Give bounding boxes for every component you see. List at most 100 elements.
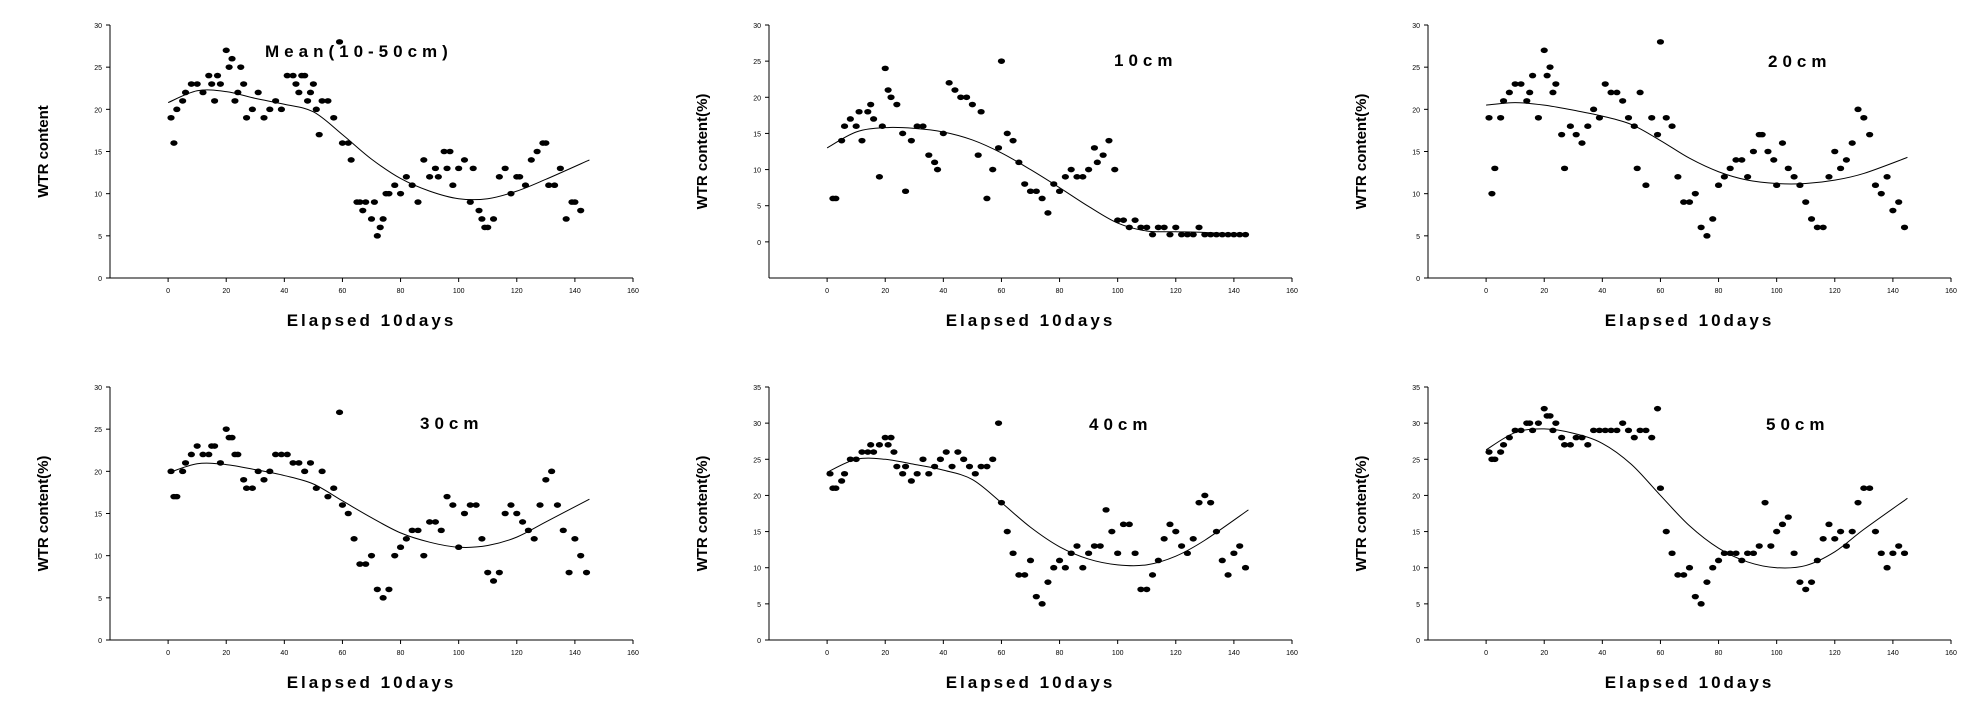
data-point (318, 468, 326, 475)
data-point (187, 81, 195, 87)
chart-title: 40cm (1089, 415, 1152, 434)
data-point (1590, 106, 1598, 113)
data-point (826, 470, 834, 477)
data-point (832, 485, 840, 491)
data-point (1825, 521, 1833, 528)
data-point (272, 451, 280, 458)
x-tick-label: 100 (1112, 288, 1124, 295)
data-point (1224, 572, 1232, 578)
data-point (1526, 89, 1534, 96)
data-point (254, 89, 262, 96)
chart-panel-5: 0 20 40 60 80 100 120 140 160 0 5 10 15 20 25 30 35 Elaps… (659, 362, 1318, 723)
data-point (1720, 550, 1728, 557)
x-axis-label: Elapsed 10days (946, 673, 1116, 692)
chart-title: 10cm (1114, 51, 1177, 70)
data-point (1572, 131, 1580, 138)
data-point (1172, 528, 1180, 535)
data-point (1511, 81, 1519, 87)
data-point (489, 578, 498, 584)
y-tick-label: 20 (753, 493, 761, 500)
data-point (1790, 174, 1798, 180)
data-point (1732, 157, 1740, 163)
x-tick-label: 20 (222, 288, 230, 295)
data-point (983, 195, 991, 202)
data-point (234, 89, 242, 96)
data-point (312, 106, 320, 113)
data-point (1160, 536, 1168, 542)
x-tick-label: 160 (1286, 288, 1298, 295)
data-point (1207, 499, 1215, 506)
data-point (373, 586, 381, 593)
data-point (1744, 550, 1752, 557)
y-tick-label: 20 (1412, 493, 1420, 500)
data-point (852, 123, 860, 129)
x-axis-label: Elapsed 10days (1605, 311, 1775, 330)
data-point (431, 519, 440, 525)
y-tick-label: 30 (1412, 23, 1420, 30)
data-point (1572, 434, 1580, 441)
data-point (1624, 114, 1633, 121)
data-point (292, 81, 300, 87)
data-point (344, 510, 352, 517)
data-point (1523, 98, 1531, 104)
data-point (858, 137, 866, 144)
data-point (577, 552, 585, 559)
y-tick-label: 15 (94, 150, 102, 157)
data-point (1183, 550, 1191, 557)
data-point (211, 443, 219, 449)
data-point (1560, 165, 1569, 172)
data-point (1773, 528, 1781, 535)
data-point (1085, 166, 1093, 173)
data-point (344, 140, 352, 146)
data-point (536, 502, 544, 508)
data-point (1038, 195, 1046, 202)
data-point (170, 140, 178, 146)
data-point (1595, 114, 1604, 121)
data-point (1842, 157, 1850, 163)
y-tick-label: 10 (1412, 192, 1420, 199)
data-point (455, 544, 463, 551)
x-tick-label: 160 (627, 288, 639, 295)
data-point (179, 468, 187, 475)
data-point (1848, 140, 1856, 146)
data-point (971, 470, 979, 477)
data-point (1499, 98, 1508, 104)
data-point (1749, 148, 1758, 155)
data-point (1552, 81, 1560, 87)
data-point (362, 561, 370, 567)
data-point (516, 174, 524, 180)
data-point (864, 108, 872, 115)
data-point (1166, 231, 1174, 238)
data-point (1137, 224, 1145, 231)
data-point (1656, 485, 1665, 491)
data-point (1630, 434, 1638, 441)
data-point (1755, 543, 1763, 549)
x-axis-label: Elapsed 10days (1605, 673, 1775, 692)
data-point (1566, 123, 1574, 129)
y-tick-label: 0 (98, 276, 102, 283)
data-point (1015, 572, 1023, 578)
data-point (301, 468, 309, 475)
x-tick-label: 140 (1228, 650, 1240, 657)
data-point (1619, 420, 1627, 426)
data-point (1642, 182, 1650, 189)
data-point (1714, 557, 1723, 564)
data-point (1102, 507, 1110, 513)
data-point (1534, 420, 1543, 426)
data-point (1026, 188, 1035, 195)
data-point (838, 137, 846, 144)
data-point (434, 174, 442, 180)
x-tick-label: 160 (1286, 650, 1298, 657)
data-point (1761, 499, 1769, 506)
data-point (1055, 188, 1064, 195)
data-point (1207, 231, 1215, 238)
y-tick-label: 10 (753, 566, 761, 573)
data-point (1860, 114, 1868, 121)
data-point (1073, 174, 1081, 180)
data-point (437, 527, 445, 534)
data-point (965, 463, 974, 470)
data-point (466, 199, 474, 205)
data-point (1195, 224, 1203, 231)
data-point (893, 463, 901, 470)
chart-svg-5: 0 20 40 60 80 100 120 140 160 0 5 10 15 20 25 30 35 Elaps… (694, 385, 1298, 692)
